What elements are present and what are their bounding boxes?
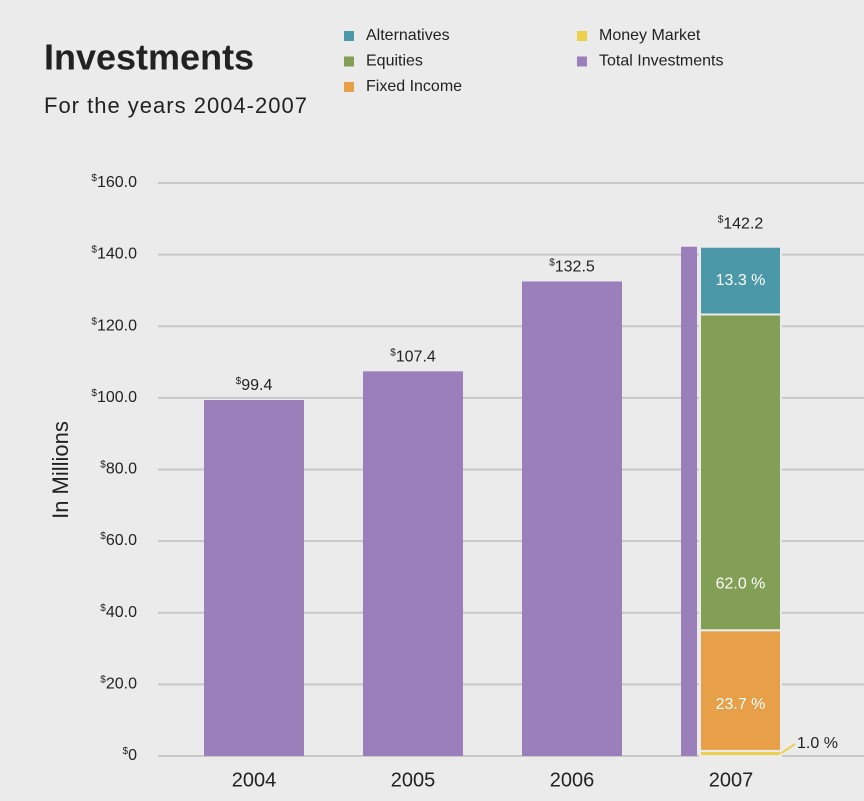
x-tick-label: 2005 bbox=[391, 769, 436, 791]
segment-label: 23.7 % bbox=[716, 696, 766, 713]
y-tick-label: $100.0 bbox=[91, 388, 137, 407]
segment-label: 13.3 % bbox=[716, 272, 766, 289]
value-label: $99.4 bbox=[236, 376, 273, 395]
y-tick-label: $0 bbox=[123, 746, 138, 765]
x-tick-label: 2006 bbox=[550, 769, 595, 791]
legend-label: Equities bbox=[366, 53, 423, 70]
y-tick-label: $20.0 bbox=[100, 674, 137, 693]
chart-subtitle: For the years 2004-2007 bbox=[44, 93, 308, 118]
legend-label: Money Market bbox=[599, 27, 701, 44]
segment-label: 62.0 % bbox=[716, 575, 766, 592]
legend-label: Alternatives bbox=[366, 27, 450, 44]
legend-swatch bbox=[577, 31, 587, 41]
y-tick-label: $140.0 bbox=[91, 244, 137, 263]
stack-segment bbox=[699, 313, 782, 632]
bar bbox=[363, 371, 463, 756]
segment-label: 1.0 % bbox=[797, 735, 838, 752]
stack-segment bbox=[699, 629, 782, 752]
chart-title: Investments bbox=[44, 37, 254, 78]
y-tick-label: $40.0 bbox=[100, 602, 137, 621]
y-tick-label: $120.0 bbox=[91, 316, 137, 335]
stack-segment bbox=[699, 245, 782, 316]
legend-swatch bbox=[577, 56, 587, 67]
y-tick-label: $80.0 bbox=[100, 459, 137, 478]
y-axis-label: In Millions bbox=[48, 421, 73, 519]
leader-line bbox=[780, 743, 796, 755]
bar bbox=[204, 400, 304, 756]
legend-swatch bbox=[344, 82, 354, 92]
x-tick-label: 2007 bbox=[709, 769, 754, 791]
value-label: $107.4 bbox=[390, 347, 436, 366]
legend-swatch bbox=[344, 31, 354, 41]
legend-label: Fixed Income bbox=[366, 78, 462, 95]
legend-label: Total Investments bbox=[599, 53, 724, 70]
legend-swatch bbox=[344, 56, 354, 67]
value-label: $142.2 bbox=[718, 214, 764, 233]
bar bbox=[522, 281, 622, 756]
bar bbox=[681, 246, 697, 756]
value-label: $132.5 bbox=[549, 257, 595, 276]
x-tick-label: 2004 bbox=[232, 769, 277, 791]
y-tick-label: $160.0 bbox=[91, 173, 137, 192]
y-tick-label: $60.0 bbox=[100, 531, 137, 550]
